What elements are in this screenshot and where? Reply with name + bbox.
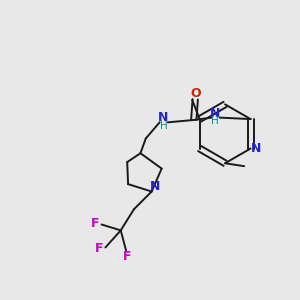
Text: N: N <box>210 107 220 120</box>
Text: F: F <box>91 217 99 230</box>
Text: F: F <box>123 250 132 263</box>
Text: F: F <box>95 242 103 255</box>
Text: N: N <box>150 180 160 193</box>
Text: H: H <box>160 121 167 131</box>
Text: H: H <box>212 116 219 126</box>
Text: N: N <box>251 142 261 155</box>
Text: O: O <box>190 87 200 100</box>
Text: N: N <box>158 111 169 124</box>
